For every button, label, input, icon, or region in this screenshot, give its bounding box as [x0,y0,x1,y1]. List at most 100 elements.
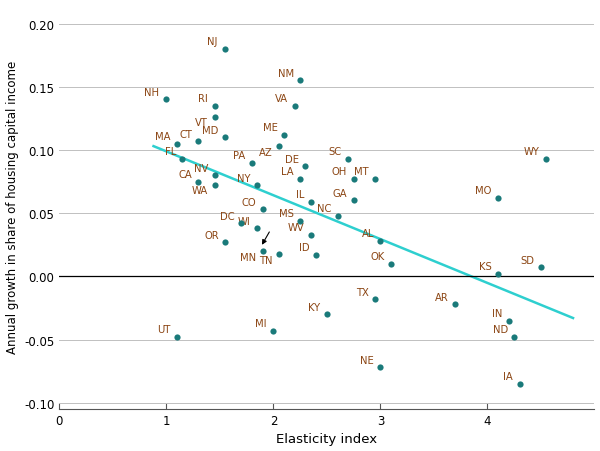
Point [210,182,220,189]
Text: NY: NY [238,173,251,184]
Text: OR: OR [204,230,219,240]
Text: WY: WY [524,147,540,157]
Text: AL: AL [362,229,374,239]
Point [306,231,316,239]
Point [274,143,284,150]
Point [322,311,332,318]
Point [236,220,246,227]
Text: MT: MT [354,167,368,177]
Point [258,206,268,213]
Point [504,317,514,324]
Text: ID: ID [299,243,310,253]
Text: MO: MO [475,186,492,196]
Text: NH: NH [144,87,159,97]
Text: WI: WI [238,216,251,226]
Text: SC: SC [329,147,342,157]
Point [376,364,385,371]
Point [253,225,262,232]
Text: FL: FL [165,147,176,157]
Text: WA: WA [192,186,208,196]
Y-axis label: Annual growth in share of housing capital income: Annual growth in share of housing capita… [5,61,19,354]
Text: NM: NM [278,69,294,78]
Text: MA: MA [155,132,170,142]
Text: TX: TX [356,287,368,297]
Text: NJ: NJ [208,37,218,47]
Text: VT: VT [195,118,208,128]
Point [279,132,289,139]
Text: ME: ME [263,123,278,133]
Text: ND: ND [493,325,508,335]
Text: NC: NC [317,204,331,214]
Point [194,138,203,145]
Text: AR: AR [435,292,449,302]
Text: NE: NE [360,355,374,365]
Point [210,103,220,110]
Point [172,334,182,341]
Point [210,114,220,121]
Text: DE: DE [285,155,299,165]
Text: CA: CA [178,170,192,179]
Point [194,179,203,186]
Point [386,261,396,268]
Text: AZ: AZ [259,148,272,158]
Text: CT: CT [179,129,192,139]
Text: DC: DC [220,211,235,221]
Point [515,380,524,387]
Text: WV: WV [287,223,304,233]
Text: OH: OH [332,167,347,177]
Point [349,176,358,183]
Text: NV: NV [194,163,208,173]
Text: IL: IL [296,190,304,200]
Text: KS: KS [479,262,492,272]
Point [258,248,268,255]
Point [493,271,503,278]
Point [220,239,230,246]
Point [301,163,310,170]
X-axis label: Elasticity index: Elasticity index [277,433,377,446]
Text: IA: IA [503,371,513,382]
Point [274,250,284,258]
Point [343,156,353,163]
Text: TN: TN [259,255,272,265]
Point [295,78,305,85]
Point [349,198,358,205]
Text: CO: CO [242,198,256,207]
Point [536,264,546,272]
Point [541,156,551,163]
Point [295,217,305,225]
Point [253,182,262,189]
Point [178,156,187,163]
Point [247,160,257,167]
Point [220,46,230,53]
Text: SD: SD [521,255,535,265]
Text: MI: MI [256,318,267,328]
Text: MN: MN [240,253,256,263]
Text: PA: PA [233,151,245,161]
Point [269,327,278,335]
Text: OK: OK [370,252,385,262]
Point [493,195,503,202]
Point [161,97,171,104]
Text: MD: MD [202,125,219,135]
Point [290,103,299,110]
Point [509,334,519,341]
Text: VA: VA [275,94,289,104]
Text: RI: RI [199,94,208,104]
Text: UT: UT [157,325,170,335]
Point [370,176,380,183]
Text: GA: GA [332,189,347,198]
Text: MS: MS [279,209,294,219]
Point [172,141,182,148]
Point [306,199,316,206]
Point [451,301,460,308]
Point [333,212,343,220]
Text: KY: KY [308,302,320,312]
Point [376,238,385,245]
Point [220,134,230,142]
Text: IN: IN [492,308,502,318]
Text: LA: LA [281,167,294,177]
Point [295,176,305,183]
Point [370,296,380,303]
Point [311,252,321,259]
Point [210,172,220,179]
